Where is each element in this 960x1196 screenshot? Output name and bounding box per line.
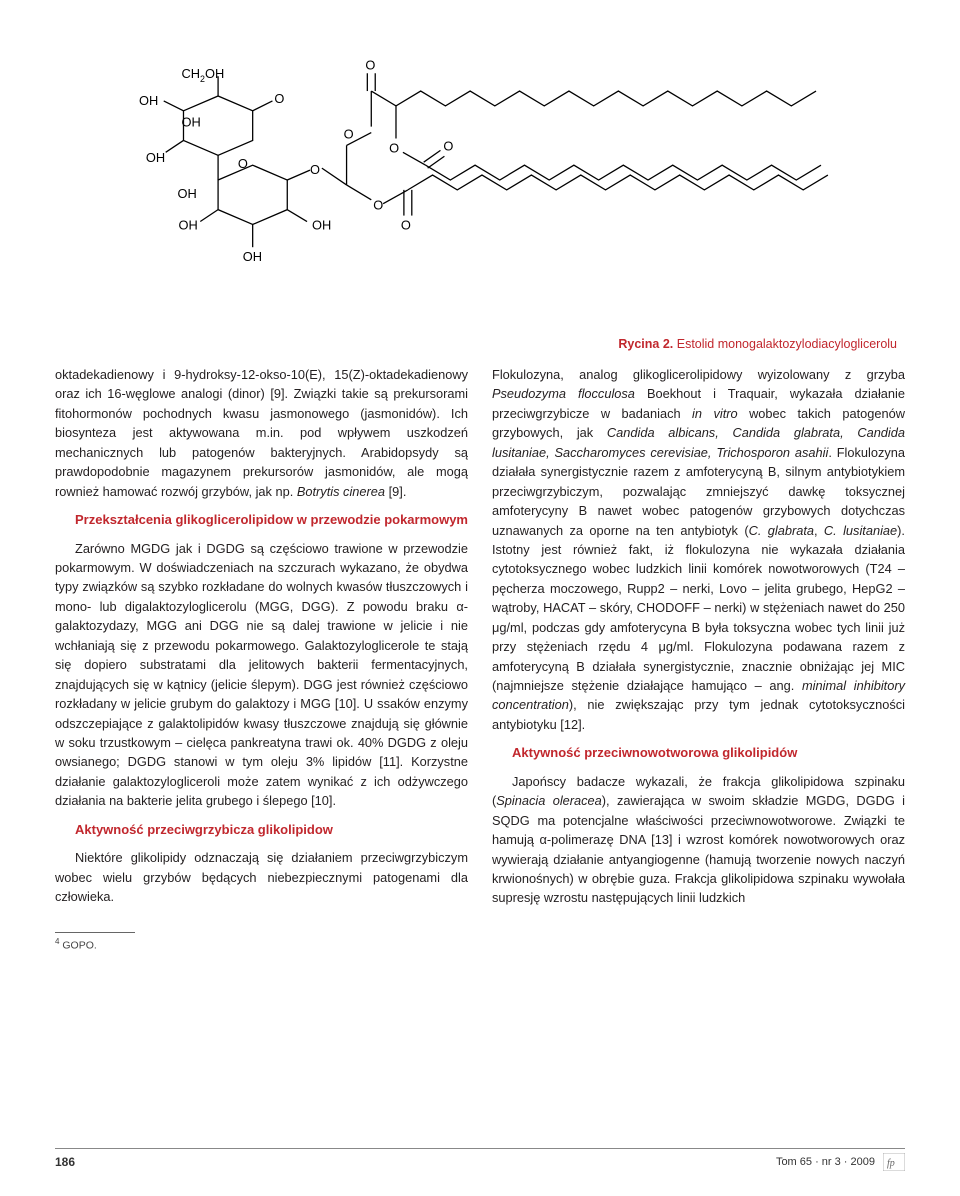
heading-przeciwgrzybicza: Aktywność przeciwgrzybicza glikolipidow (55, 821, 468, 839)
right-paragraph-2: Japońscy badacze wykazali, że frakcja gl… (492, 772, 905, 908)
right-column: Flokulozyna, analog glikoglicerolipidowy… (492, 365, 905, 918)
label-o-carbonyl-1: O (365, 57, 375, 72)
page-number: 186 (55, 1155, 75, 1169)
label-oh-7: OH (312, 217, 331, 232)
figure-caption-text: Estolid monogalaktozylodiacyloglicerolu (673, 337, 897, 351)
label-o-carbonyl-mid: O (443, 138, 453, 153)
heading-przeciwnowotworowa: Aktywność przeciwnowotworowa glikolipidó… (492, 744, 905, 762)
label-oh-2: OH (182, 115, 201, 130)
label-oh-1: OH (139, 93, 158, 108)
label-oh-5: OH (179, 217, 198, 232)
left-paragraph-2: Zarówno MGDG jak i DGDG są częściowo tra… (55, 539, 468, 811)
heading-przeksztalcenia: Przekształcenia glikoglicerolipidow w pr… (55, 511, 468, 529)
label-o-3: O (310, 162, 320, 177)
label-o-1: O (274, 91, 284, 106)
page-footer: 186 Tom 65 · nr 3 · 2009 fp (55, 1148, 905, 1171)
label-o-estolid: O (389, 140, 399, 155)
right-paragraph-1: Flokulozyna, analog glikoglicerolipidowy… (492, 365, 905, 734)
figure-caption: Rycina 2. Estolid monogalaktozylodiacylo… (55, 337, 905, 351)
figure-caption-number: Rycina 2. (618, 337, 673, 351)
left-paragraph-3: Niektóre glikolipidy odznaczają się dzia… (55, 848, 468, 906)
chemical-structure-figure: CH2OH OH OH O OH O OH OH OH OH O O O O O (55, 40, 905, 337)
label-oh-6: OH (243, 249, 262, 264)
footer-right: Tom 65 · nr 3 · 2009 fp (776, 1153, 905, 1171)
footnote-rule (55, 932, 135, 933)
label-o-glycerol-2: O (373, 198, 383, 213)
footnote: 4 GOPO. (55, 937, 905, 952)
svg-text:fp: fp (887, 1158, 895, 1169)
label-o-glycerol-1: O (344, 126, 354, 141)
left-column: oktadekadienowy i 9-hydroksy-12-okso-10(… (55, 365, 468, 918)
two-column-body: oktadekadienowy i 9-hydroksy-12-okso-10(… (55, 365, 905, 918)
chemical-structure-svg: CH2OH OH OH O OH O OH OH OH OH O O O O O (55, 40, 905, 320)
label-oh-4: OH (178, 186, 197, 201)
label-o-carbonyl-2: O (401, 217, 411, 232)
footer-logo-icon: fp (883, 1153, 905, 1171)
footnote-text: GOPO. (59, 939, 96, 951)
issue-info: Tom 65 · nr 3 · 2009 (776, 1156, 875, 1168)
label-oh-3: OH (146, 150, 165, 165)
left-paragraph-1: oktadekadienowy i 9-hydroksy-12-okso-10(… (55, 365, 468, 501)
